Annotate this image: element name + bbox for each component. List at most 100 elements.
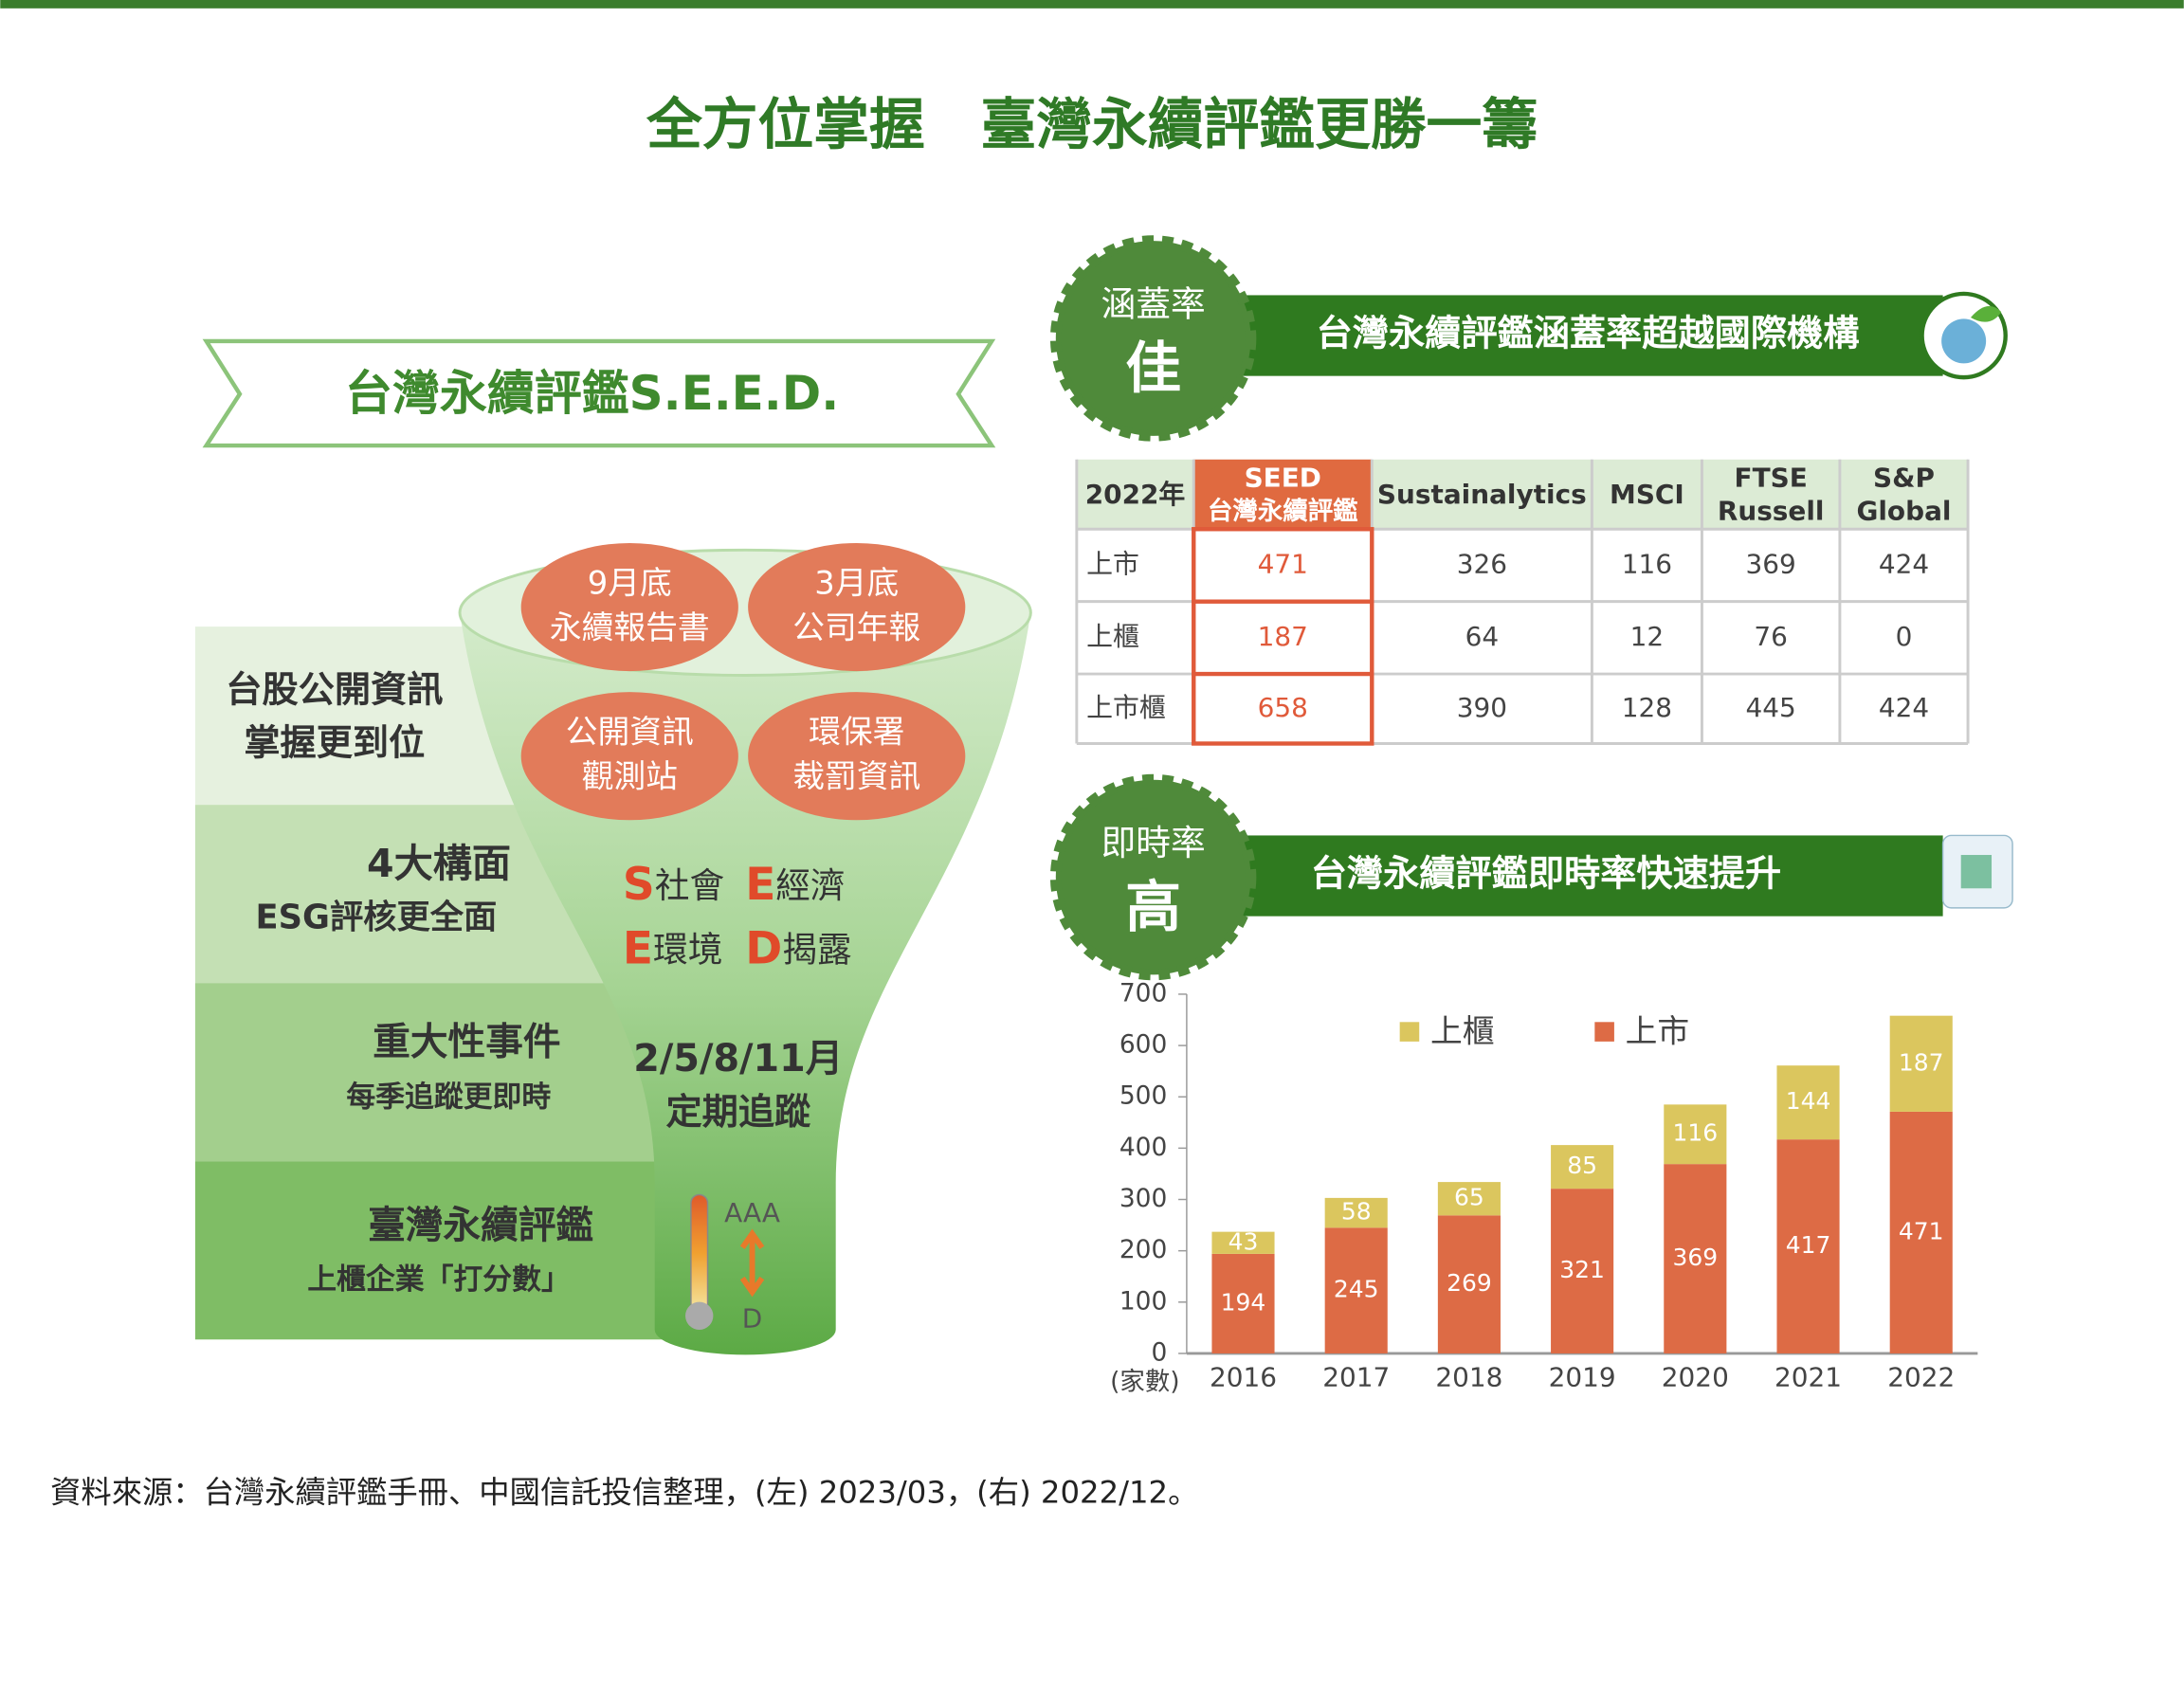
value-label: 65 [1454,1184,1484,1211]
table-header-seed [1193,459,1373,530]
table-cell: 64 [1465,621,1500,652]
bubble [520,542,738,672]
value-label: 417 [1786,1231,1831,1259]
bar-segment [1664,1164,1727,1353]
banner-text: 台灣永續評鑑涵蓋率超越國際機構 [1317,314,1860,355]
thermometer [690,1193,709,1313]
bar-segment [1551,1189,1614,1353]
top-bar [0,0,2184,9]
letter: D [745,922,782,974]
table-cell: 424 [1879,692,1929,723]
row-text: 臺灣永續評鑑 [368,1204,593,1247]
bubble [748,692,966,821]
x-tick-label: 2016 [1210,1361,1277,1392]
bar-segment [1211,1231,1275,1254]
seed-letter: E經濟 [745,858,846,910]
bubble-text: 公司年報 [792,609,920,646]
bar-segment [1776,1065,1840,1140]
table-cell: 369 [1746,548,1796,579]
letter: S [623,858,655,910]
value-label: 187 [1899,1048,1944,1076]
icon-screen [1960,855,1993,889]
table-header: Global [1856,496,1951,527]
schedule: 2/5/8/11月 [633,1037,843,1081]
table-seed-border [1192,527,1374,746]
y-tick-label: 500 [1119,1081,1167,1111]
table-cell: 上櫃 [1086,621,1139,652]
legend-swatch [1399,1022,1420,1042]
value-label: 144 [1786,1087,1831,1115]
y-tick-label: 700 [1119,978,1167,1008]
icon-leaf [1970,305,2002,322]
bar-segment [1324,1227,1388,1353]
y-tick-label: 400 [1119,1133,1167,1162]
bubble-text: 永續報告書 [550,609,710,646]
bubble [520,692,738,821]
bubble [748,542,966,672]
x-tick-label: 2017 [1322,1361,1390,1392]
table-cell: 0 [1896,621,1913,652]
x-tick-label: 2022 [1887,1361,1955,1392]
bar-segment [1551,1145,1614,1190]
table-header: SEED [1245,462,1321,493]
badge [1049,773,1257,981]
icon-globe [1941,318,1987,364]
badge [1049,235,1257,442]
table-cell: 326 [1457,548,1507,579]
banner-text: 台灣永續評鑑即時率快速提升 [1311,854,1781,896]
table-header: Sustainalytics [1377,479,1587,510]
seed-letter: S社會 [623,858,724,910]
seed-title: 台灣永續評鑑S.E.E.D. [345,366,839,421]
row-text: 上櫃企業「打分數」 [307,1262,571,1297]
bar-segment [1889,1111,1953,1353]
scale-arrow [739,1228,765,1298]
bubble-text: 3月底 [814,565,899,602]
bubble-text: 環保署 [809,714,904,751]
value-label: 245 [1334,1276,1379,1303]
bar-segment [1211,1253,1275,1353]
value-label: 194 [1221,1288,1266,1316]
bubble-text: 9月底 [588,565,672,602]
table-cell: 187 [1258,621,1308,652]
source: 資料來源：台灣永續評鑑手冊、中國信託投信整理，(左) 2023/03，(右) 2… [50,1474,1198,1510]
table-cell: 12 [1630,621,1665,652]
y-tick-label: 600 [1119,1030,1167,1060]
x-tick-label: 2021 [1774,1361,1842,1392]
letter: E [623,922,653,974]
table-cell: 445 [1746,692,1796,723]
badge-value: 佳 [1125,335,1181,400]
word: 揭露 [782,929,851,970]
table-header: 2022年 [1085,479,1186,510]
table-cell: 116 [1622,548,1672,579]
table-cell: 128 [1622,692,1672,723]
row-bg [194,1161,725,1340]
table-cell: 471 [1258,548,1308,579]
y-tick-label: 100 [1119,1286,1167,1316]
value-label: 116 [1672,1119,1718,1147]
seed-letter: D揭露 [745,922,851,974]
seed-letter: E環境 [623,922,723,974]
y-unit: (家數) [1110,1367,1180,1396]
thermometer-bulb [685,1301,714,1330]
word: 環境 [653,929,722,970]
value-label: 269 [1447,1269,1492,1297]
scale-bottom: D [742,1303,763,1335]
scale-top: AAA [724,1197,780,1228]
table-header: 台灣永續評鑑 [1208,497,1358,526]
row-text: 每季追蹤更即時 [346,1081,551,1115]
row-text: 掌握更到位 [244,722,425,764]
banner [1211,835,1943,917]
x-tick-label: 2018 [1435,1361,1502,1392]
table-cell: 390 [1457,692,1507,723]
badge-label: 涵蓋率 [1101,284,1206,325]
bubble-text: 公開資訊 [566,714,694,751]
row-text: 4大構面 [367,841,511,886]
row-text: 重大性事件 [373,1020,560,1063]
table-header: MSCI [1610,479,1684,510]
table-cell: 上市櫃 [1086,692,1166,723]
value-label: 369 [1672,1244,1718,1271]
value-label: 321 [1559,1256,1605,1283]
table-cell: 658 [1258,692,1308,723]
bar-segment [1437,1215,1501,1353]
